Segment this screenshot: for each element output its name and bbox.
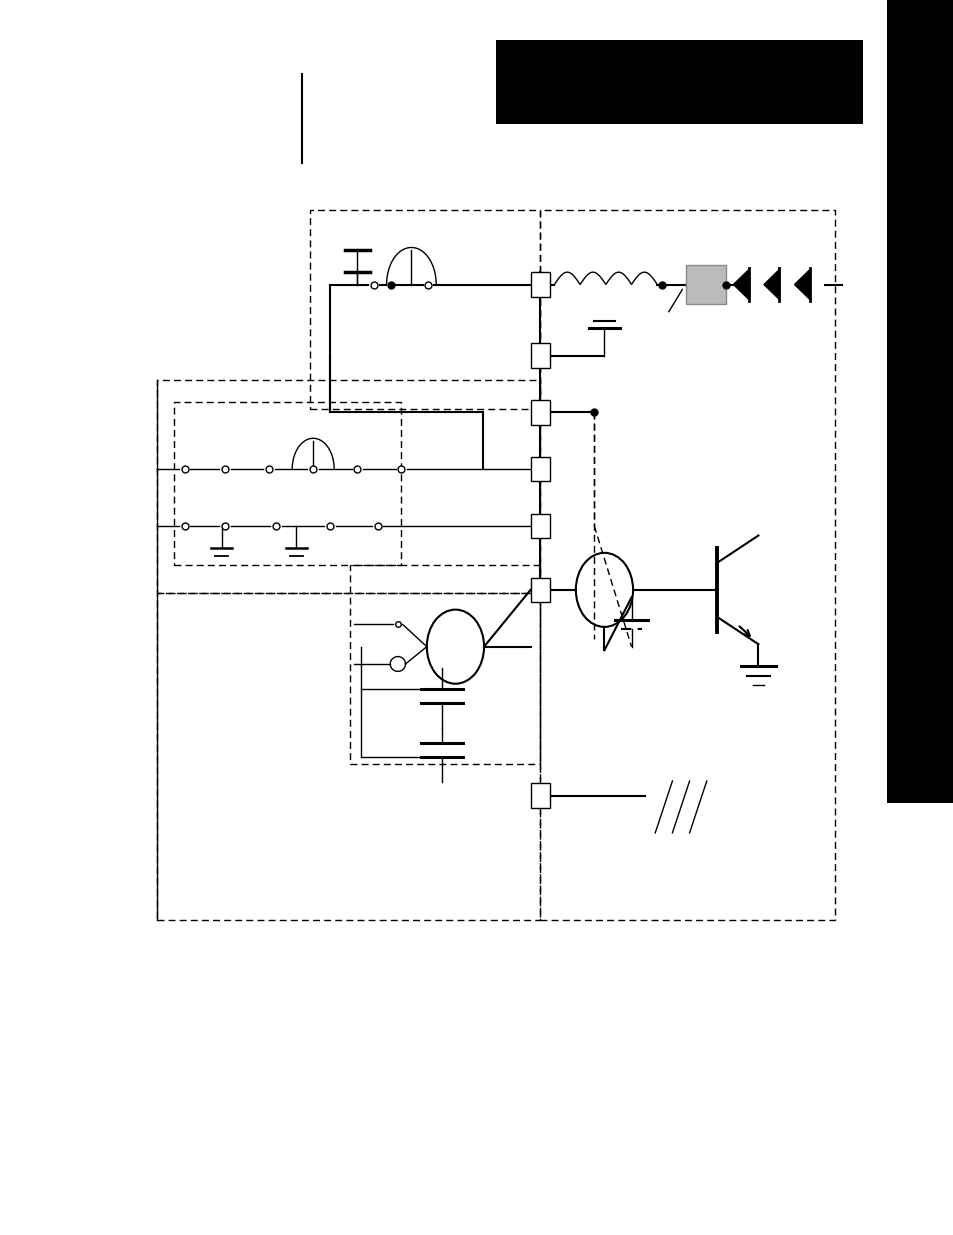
Bar — [685, 264, 725, 304]
Bar — [174, 401, 401, 566]
Bar — [530, 272, 549, 296]
Polygon shape — [794, 269, 809, 299]
Bar — [530, 400, 549, 425]
Bar — [496, 40, 862, 124]
Bar — [539, 210, 834, 920]
Bar — [530, 783, 549, 808]
Bar — [886, 0, 953, 803]
Bar — [157, 593, 539, 920]
Polygon shape — [733, 269, 748, 299]
Bar — [530, 457, 549, 482]
Bar — [350, 566, 539, 763]
Polygon shape — [763, 269, 779, 299]
Bar — [310, 210, 539, 409]
Bar — [530, 514, 549, 538]
Bar — [157, 380, 539, 593]
Bar — [530, 578, 549, 603]
Bar — [530, 343, 549, 368]
